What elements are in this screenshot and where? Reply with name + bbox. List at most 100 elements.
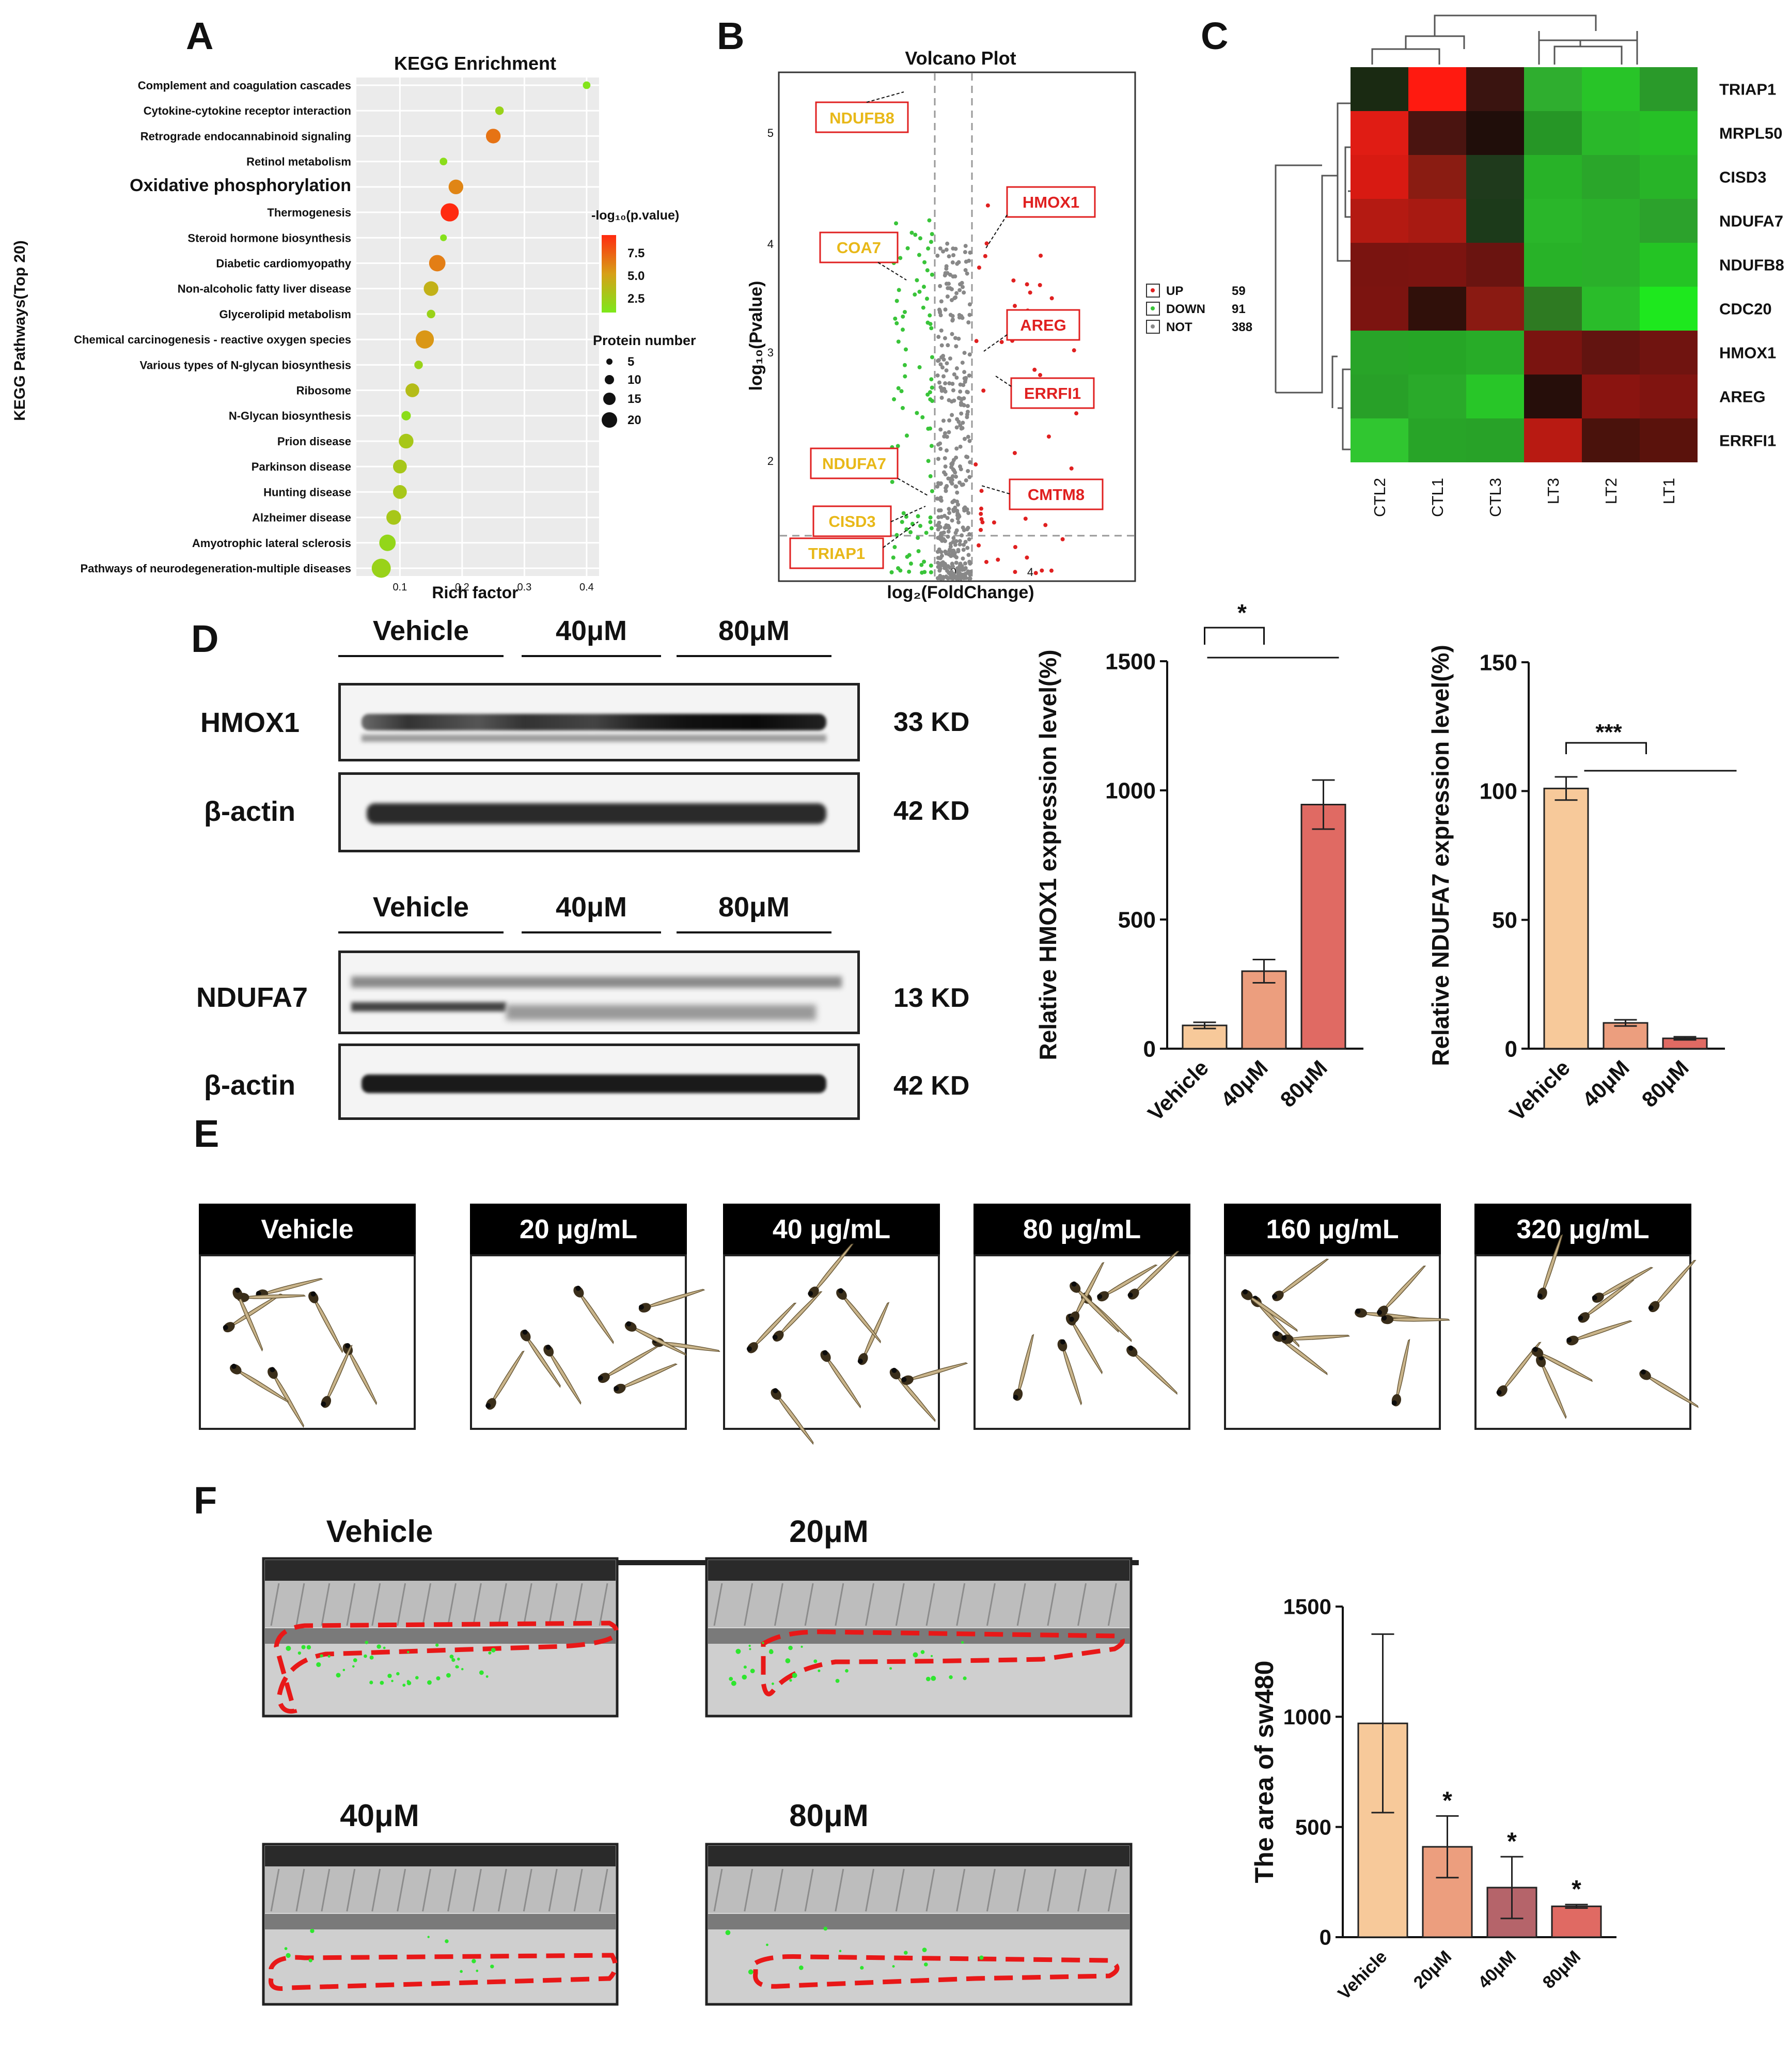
tumor-cell-signal <box>488 1651 492 1655</box>
blot2-row2-label: β-actin <box>204 1070 295 1101</box>
volcano-point-up <box>980 520 985 525</box>
volcano-point-not <box>955 490 960 495</box>
heatmap-cell <box>1466 111 1524 155</box>
zebrafish-larva <box>268 1367 304 1428</box>
zebrafish-larva <box>771 1388 814 1445</box>
volcano-point-not <box>960 533 964 538</box>
volcano-point-up <box>1025 555 1029 560</box>
volcano-point-not <box>938 284 943 288</box>
volcano-point-not <box>963 505 967 510</box>
volcano-point-up <box>979 527 983 532</box>
volcano-point-down <box>930 232 934 237</box>
volcano-point-not <box>967 475 972 479</box>
volcano-point-up <box>1049 568 1054 573</box>
blot2-row1-kd: 13 KD <box>893 983 970 1013</box>
volcano-point-down <box>929 240 933 244</box>
volcano-point-down <box>930 355 934 360</box>
zebrafish-larva <box>857 1302 890 1365</box>
zebrafish-image <box>199 1254 416 1430</box>
volcano-point-not <box>939 515 944 519</box>
heatmap-cell <box>1408 375 1466 418</box>
volcano-point-down <box>928 515 933 520</box>
bar <box>1241 970 1287 1050</box>
volcano-point-up <box>984 241 989 246</box>
volcano-point-not <box>966 320 971 325</box>
volcano-point-down <box>894 533 899 537</box>
volcano-point-not <box>967 532 972 537</box>
heatmap-row-label: ERRFI1 <box>1719 432 1776 450</box>
volcano-point-not <box>945 361 949 366</box>
volcano-point-not <box>954 376 959 380</box>
zebrafish-group-header: 160 μg/mL <box>1224 1204 1441 1255</box>
heatmap-row-label: AREG <box>1719 388 1766 406</box>
volcano-point-not <box>959 411 964 416</box>
volcano-point-not <box>937 547 941 552</box>
volcano-point-not <box>961 556 965 561</box>
volcano-point-up <box>979 506 984 511</box>
zebrafish-group-header: 40 μg/mL <box>723 1204 940 1255</box>
volcano-point-not <box>950 474 955 479</box>
tumor-cell-signal <box>813 1659 818 1663</box>
volcano-point-down <box>905 246 910 251</box>
zebrafish-larva <box>652 1337 720 1352</box>
volcano-point-up <box>1040 568 1044 573</box>
volcano-point-not <box>944 264 949 269</box>
svg-text:CISD3: CISD3 <box>828 512 875 531</box>
volcano-point-up <box>1013 545 1017 550</box>
heatmap-cell <box>1640 155 1698 199</box>
tumor-cell-signal <box>798 1965 804 1970</box>
blot1-hmox1-membrane <box>338 683 860 761</box>
heatmap-cell <box>1524 243 1582 287</box>
tumor-cell-signal <box>286 1645 291 1651</box>
volcano-point-down <box>927 218 932 223</box>
volcano-point-not <box>962 567 966 572</box>
zebrafish-larva <box>1391 1338 1410 1407</box>
zebrafish-larva <box>232 1287 263 1352</box>
callout-errfi1: ERRFI1 <box>995 376 1095 409</box>
tumor-cell-signal <box>949 1675 953 1679</box>
volcano-point-not <box>963 561 967 566</box>
volcano-point-up <box>1049 296 1054 301</box>
svg-text:ERRFI1: ERRFI1 <box>1024 384 1081 402</box>
kegg-bubble <box>405 383 419 397</box>
volcano-point-not <box>965 271 969 276</box>
kegg-bubble <box>393 459 407 474</box>
bar-ytick-label: 1500 <box>1283 1595 1331 1619</box>
zebrafish-larva <box>614 1363 678 1394</box>
zebrafish-larva <box>746 1302 797 1353</box>
volcano-ytick: 4 <box>767 238 774 251</box>
bar-y-label: Relative HMOX1 expression level(%) <box>1034 649 1061 1060</box>
bar-significance-star: * <box>1507 1828 1517 1855</box>
blot2-ndufa7-membrane <box>338 951 860 1034</box>
bar-category-label: 40μM <box>1578 1055 1634 1112</box>
kegg-row-label: Glycerolipid metabolism <box>219 308 351 321</box>
blot1-header-vehicle: Vehicle <box>372 615 469 646</box>
volcano-point-not <box>945 575 949 580</box>
zebrafish-larva <box>598 1346 659 1383</box>
heatmap-row-label: CISD3 <box>1719 168 1766 186</box>
volcano-point-not <box>943 431 947 435</box>
tumor-cell-signal <box>892 1965 895 1968</box>
zebrafish-larva <box>1057 1339 1082 1406</box>
bar <box>1422 1846 1473 1938</box>
heatmap-cell <box>1582 243 1640 287</box>
volcano-point-not <box>957 464 962 469</box>
volcano-point-not <box>935 254 940 258</box>
tumor-cell-signal <box>772 1682 774 1685</box>
heatmap-cell <box>1466 243 1524 287</box>
volcano-legend: UP DOWN NOT 59 91 388 <box>1146 284 1252 334</box>
kegg-bubble <box>485 129 501 144</box>
fluorescence-image <box>705 1843 1133 2006</box>
callout-areg: AREG <box>983 309 1080 352</box>
volcano-point-up <box>981 388 986 393</box>
blot2-header-vehicle: Vehicle <box>372 892 469 923</box>
volcano-point-not <box>957 288 962 292</box>
callout-ndufb8: NDUFB8 <box>815 91 909 133</box>
volcano-point-down <box>899 389 904 394</box>
volcano-point-not <box>965 546 970 550</box>
volcano-point-not <box>947 398 951 402</box>
volcano-point-not <box>954 528 959 533</box>
bar-category-label: 80μM <box>1539 1947 1584 1992</box>
volcano-point-up <box>983 254 987 258</box>
volcano-point-not <box>938 313 943 318</box>
